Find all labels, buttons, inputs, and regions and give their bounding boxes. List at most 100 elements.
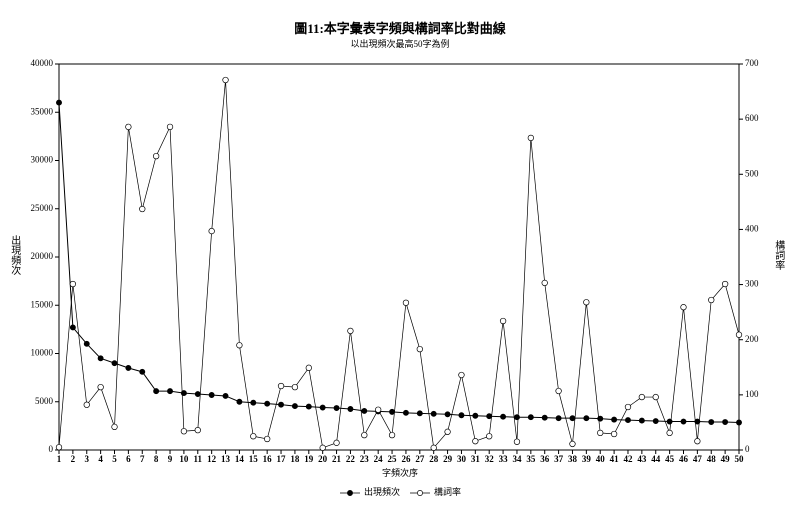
data-point [499,317,507,325]
x-tick-label: 2 [71,454,76,464]
data-point [361,431,368,439]
data-point [624,403,632,411]
data-point [236,398,243,405]
x-tick-label: 24 [374,454,384,464]
y-axis-label: 出現頻次 [9,234,21,276]
x-tick-label: 49 [721,454,731,464]
data-point [236,342,243,349]
data-point [69,324,76,331]
y-tick-label: 25000 [31,203,54,213]
y2-tick-label: 300 [745,279,759,289]
data-point [277,382,285,390]
y2-tick-label: 200 [745,334,759,344]
data-point [430,444,437,451]
data-point [250,399,257,406]
data-point [361,407,368,414]
data-point [388,431,396,439]
x-tick-label: 16 [263,454,273,464]
x-tick-label: 35 [526,454,536,464]
data-point [55,444,63,451]
data-point [166,123,174,131]
legend-label: 構詞率 [434,486,461,497]
x-tick-label: 22 [346,454,356,464]
data-point [139,205,146,213]
data-point [194,426,201,434]
x-tick-label: 46 [679,454,689,464]
data-point [430,410,437,417]
data-point [111,360,118,367]
data-point [610,430,618,438]
x-tick-label: 26 [401,454,411,464]
data-point [486,413,493,420]
x-tick-label: 3 [85,454,90,464]
data-point [208,227,215,235]
y2-tick-label: 700 [745,58,759,68]
data-point [125,365,132,371]
y-tick-label: 40000 [31,58,54,68]
x-tick-label: 4 [98,454,103,464]
data-point [638,393,646,401]
x-tick-label: 27 [415,454,425,464]
y2-tick-label: 0 [745,444,750,454]
data-point [625,417,631,424]
x-tick-label: 38 [568,454,578,464]
plot-frame [58,63,740,451]
data-point [513,438,521,445]
y-tick-label: 15000 [31,299,54,309]
x-tick-label: 41 [610,454,620,464]
data-point [97,355,104,362]
x-tick-label: 31 [471,454,481,464]
x-tick-label: 37 [554,454,564,464]
data-point [527,414,534,421]
data-point [305,364,312,371]
data-point [222,393,229,399]
y-tick-label: 35000 [31,106,54,116]
x-tick-label: 11 [194,454,203,464]
data-point [416,410,423,417]
data-point [305,403,312,410]
x-axis-label: 字頻次序 [382,467,418,478]
y2-tick-label: 400 [745,223,759,233]
x-tick-label: 17 [277,454,287,464]
data-point [97,383,104,391]
x-tick-label: 8 [154,454,159,464]
data-point [264,400,271,407]
data-point [500,413,507,420]
x-tick-label: 48 [707,454,717,464]
data-point [69,280,77,288]
data-point [708,296,715,304]
data-point [347,406,354,412]
x-tick-label: 9 [168,454,173,464]
data-point [402,299,410,306]
x-tick-label: 33 [499,454,509,464]
x-tick-label: 5 [112,454,117,464]
data-point [735,331,743,338]
data-point [291,403,298,410]
x-tick-label: 28 [429,454,439,464]
data-point [444,411,451,418]
data-point [514,414,520,421]
x-tick-label: 10 [179,454,189,464]
chart-subtitle: 以出現頻次最高50字為例 [350,38,449,49]
data-point [527,134,534,142]
data-point [694,438,701,445]
y2-tick-label: 600 [745,113,759,123]
data-point [721,280,729,288]
data-point [555,415,562,422]
data-point [83,340,90,347]
x-tick-label: 39 [582,454,592,464]
data-point [652,418,659,424]
data-point [167,388,173,395]
x-tick-label: 15 [249,454,259,464]
data-point [180,428,188,435]
x-tick-label: 25 [388,454,398,464]
x-tick-label: 29 [443,454,453,464]
data-point [347,327,354,335]
data-point [125,123,132,131]
data-point [694,418,701,425]
data-point [375,406,382,413]
data-point [736,419,742,426]
data-point [666,429,673,437]
data-point [319,404,326,411]
x-tick-label: 14 [235,454,245,464]
